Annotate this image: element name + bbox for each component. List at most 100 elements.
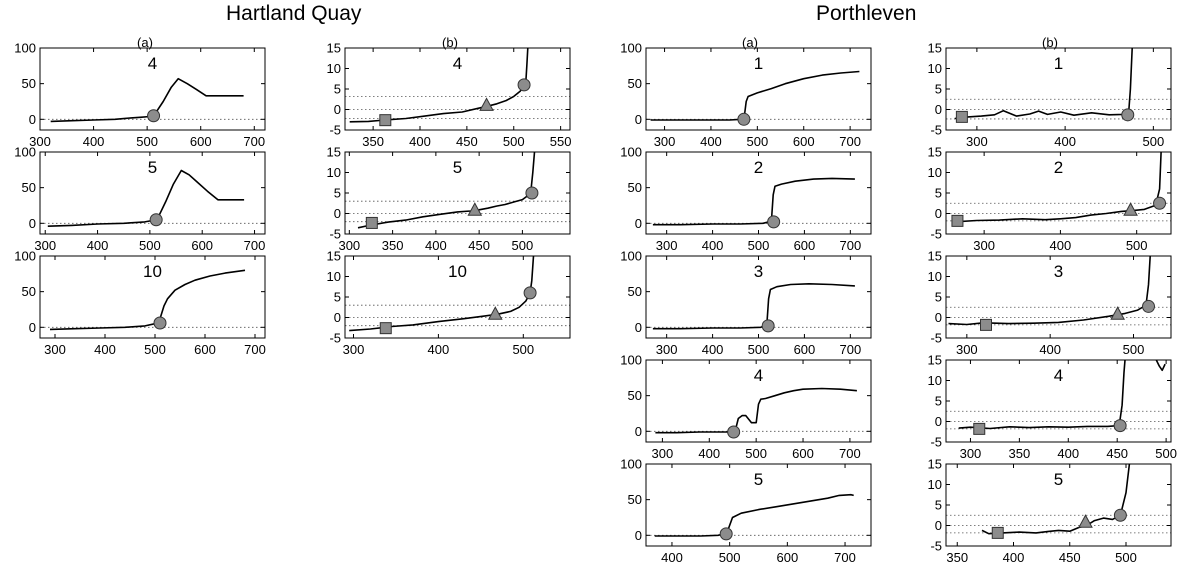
series-line xyxy=(650,70,860,121)
y-tick-label: 5 xyxy=(935,394,942,409)
subplot: 300 400 500 600 700 0 50 100 2 xyxy=(620,145,872,253)
x-tick-label: 500 xyxy=(1143,134,1165,149)
y-tick-label: 50 xyxy=(22,284,36,299)
y-tick-label: 10 xyxy=(928,165,942,180)
y-tick-label: 50 xyxy=(628,76,642,91)
y-tick-label: 0 xyxy=(334,102,341,117)
x-tick-label: 450 xyxy=(456,134,478,149)
circle-marker xyxy=(761,319,775,333)
circle-marker xyxy=(1153,196,1167,210)
y-tick-label: 0 xyxy=(334,206,341,221)
series-line xyxy=(958,360,1126,430)
y-tick-label: 0 xyxy=(635,528,642,543)
y-tick-label: 100 xyxy=(14,145,36,160)
y-tick-label: 0 xyxy=(29,112,36,127)
x-tick-label: 300 xyxy=(960,446,982,461)
column-label-hartland-a: (a) xyxy=(137,35,153,50)
x-tick-label: 300 xyxy=(338,238,360,253)
y-tick-label: 5 xyxy=(334,290,341,305)
panel-label: 4 xyxy=(453,54,462,73)
circle-marker xyxy=(1113,508,1127,522)
y-tick-label: 10 xyxy=(327,61,341,76)
x-tick-label: 600 xyxy=(190,134,212,149)
y-tick-label: 50 xyxy=(22,76,36,91)
subplot: 300 400 500 -5 0 5 10 15 3 xyxy=(928,249,1172,357)
subplot: 300 400 500 600 700 0 50 100 4 xyxy=(620,353,872,461)
x-tick-label: 400 xyxy=(702,238,724,253)
circle-marker xyxy=(1121,108,1135,122)
y-tick-label: -5 xyxy=(930,331,942,346)
x-tick-label: 400 xyxy=(425,238,447,253)
y-tick-label: 0 xyxy=(935,310,942,325)
circle-marker xyxy=(737,112,751,126)
y-tick-label: -5 xyxy=(329,123,341,138)
subplot: 300 400 500 600 700 0 50 100 4 xyxy=(14,41,266,149)
x-tick-label: 400 xyxy=(1050,238,1072,253)
series-line xyxy=(49,269,246,331)
y-tick-label: 15 xyxy=(327,145,341,160)
y-tick-label: 10 xyxy=(928,269,942,284)
site-title-porthleven: Porthleven xyxy=(816,2,917,25)
square-marker xyxy=(991,526,1004,539)
y-tick-label: 100 xyxy=(14,249,36,264)
x-tick-label: 300 xyxy=(343,342,365,357)
y-tick-label: -5 xyxy=(930,227,942,242)
square-marker xyxy=(365,216,378,229)
x-tick-label: 500 xyxy=(144,342,166,357)
y-tick-label: 10 xyxy=(327,165,341,180)
y-tick-label: 0 xyxy=(29,320,36,335)
y-tick-label: 50 xyxy=(22,180,36,195)
x-tick-label: 600 xyxy=(776,550,798,565)
panel-label: 2 xyxy=(1054,158,1063,177)
square-marker xyxy=(379,114,392,127)
x-tick-label: 400 xyxy=(87,238,109,253)
y-tick-label: 5 xyxy=(935,498,942,513)
subplot: 300 400 500 -5 0 5 10 15 2 xyxy=(928,145,1172,253)
y-tick-label: 5 xyxy=(935,290,942,305)
x-tick-label: 500 xyxy=(136,134,158,149)
circle-marker xyxy=(719,527,733,541)
column-label-porthleven-a: (a) xyxy=(742,35,758,50)
series-line xyxy=(652,282,855,330)
y-tick-label: 100 xyxy=(14,41,36,56)
x-tick-label: 400 xyxy=(428,342,450,357)
subplot: 300 400 500 600 700 0 50 100 1 xyxy=(620,41,872,149)
series-line xyxy=(957,152,1162,223)
y-tick-label: 0 xyxy=(935,414,942,429)
y-tick-label: 100 xyxy=(620,41,642,56)
x-tick-label: 500 xyxy=(1123,342,1145,357)
x-tick-label: 400 xyxy=(1039,342,1061,357)
x-tick-label: 400 xyxy=(1057,446,1079,461)
series-line xyxy=(654,493,854,537)
x-tick-label: 400 xyxy=(698,446,720,461)
y-tick-label: 10 xyxy=(327,269,341,284)
x-tick-label: 700 xyxy=(839,134,861,149)
x-tick-label: 700 xyxy=(839,446,861,461)
x-tick-label: 400 xyxy=(94,342,116,357)
series-line xyxy=(349,48,529,123)
y-tick-label: 50 xyxy=(628,180,642,195)
x-tick-label: 500 xyxy=(512,342,534,357)
y-tick-label: -5 xyxy=(930,123,942,138)
y-tick-label: -5 xyxy=(329,331,341,346)
circle-marker xyxy=(149,213,163,227)
triangle-marker xyxy=(1110,306,1126,320)
x-tick-label: 350 xyxy=(382,238,404,253)
panel-label: 4 xyxy=(754,366,763,385)
axes-frame xyxy=(39,47,266,131)
x-tick-label: 350 xyxy=(1009,446,1031,461)
y-tick-label: 15 xyxy=(928,145,942,160)
x-tick-label: 300 xyxy=(29,134,51,149)
x-tick-label: 350 xyxy=(362,134,384,149)
y-tick-label: 15 xyxy=(928,457,942,472)
circle-marker xyxy=(153,316,167,330)
triangle-marker xyxy=(467,202,483,216)
x-tick-label: 400 xyxy=(661,550,683,565)
x-tick-label: 400 xyxy=(409,134,431,149)
x-tick-label: 500 xyxy=(512,238,534,253)
triangle-marker xyxy=(479,97,494,111)
square-marker xyxy=(973,422,986,435)
x-tick-label: 600 xyxy=(194,342,216,357)
subplot: 300 400 500 600 700 0 50 100 5 xyxy=(14,145,266,253)
